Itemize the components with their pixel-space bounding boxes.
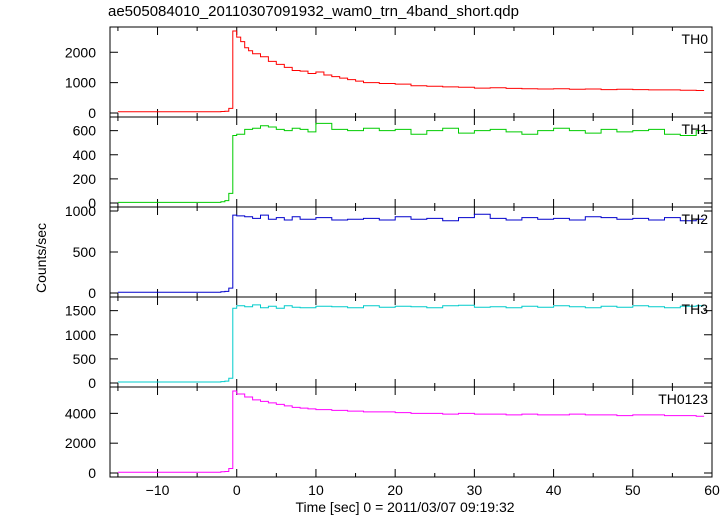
y-tick-label: 0 (88, 375, 96, 391)
panel-label: TH0123 (658, 391, 708, 407)
chart-title: ae505084010_20110307091932_wam0_trn_4ban… (108, 3, 519, 20)
x-tick-label: 40 (546, 482, 562, 498)
y-axis-label: Counts/sec (33, 223, 49, 293)
y-tick-label: 1500 (65, 303, 96, 319)
x-axis-label: Time [sec] 0 = 2011/03/07 09:19:32 (295, 499, 514, 515)
y-tick-label: 500 (73, 244, 97, 260)
panel-th1: 0 200 400 600 TH1 (73, 116, 713, 211)
panel-frame (109, 26, 713, 118)
y-tick-label: 200 (73, 171, 97, 187)
x-tick-label: 20 (387, 482, 403, 498)
panel-th0123: 0 2000 4000 TH0123 (65, 386, 713, 481)
panel-frame (109, 206, 713, 298)
panel-label: TH1 (682, 121, 709, 137)
x-tick-label: −10 (146, 482, 170, 498)
series-line-th0123 (117, 390, 705, 473)
panel-th0: 0 1000 2000 TH0 (65, 26, 713, 121)
x-tick-label: 60 (704, 482, 720, 498)
series-line-th0 (117, 30, 705, 113)
y-tick-label: 0 (88, 285, 96, 301)
x-tick-label: 10 (308, 482, 324, 498)
y-tick-label: 2000 (65, 435, 96, 451)
series-line-th2 (117, 213, 705, 293)
panel-th2: 0 500 1000 TH2 (65, 203, 713, 301)
y-tick-label: 0 (88, 105, 96, 121)
y-tick-label: 0 (88, 465, 96, 481)
x-tick-label: 30 (467, 482, 483, 498)
panel-label: TH2 (682, 211, 709, 227)
panel-frame (109, 386, 713, 478)
series-line-th1 (117, 122, 705, 203)
y-tick-label: 2000 (65, 44, 96, 60)
y-tick-label: 1000 (65, 75, 96, 91)
x-tick-label: 0 (233, 482, 241, 498)
y-tick-label: 500 (73, 351, 97, 367)
panel-frame (109, 296, 713, 388)
y-tick-label: 0 (88, 195, 96, 211)
y-tick-label: 1000 (65, 327, 96, 343)
panel-label: TH0 (682, 31, 709, 47)
y-tick-label: 4000 (65, 405, 96, 421)
panel-label: TH3 (682, 301, 709, 317)
y-tick-label: 400 (73, 147, 97, 163)
y-tick-label: 600 (73, 123, 97, 139)
panel-th3: 0 500 1000 1500 TH3 (65, 296, 713, 391)
y-tick-label: 1000 (65, 203, 96, 219)
x-tick-label: 50 (625, 482, 641, 498)
series-line-th3 (117, 304, 705, 383)
